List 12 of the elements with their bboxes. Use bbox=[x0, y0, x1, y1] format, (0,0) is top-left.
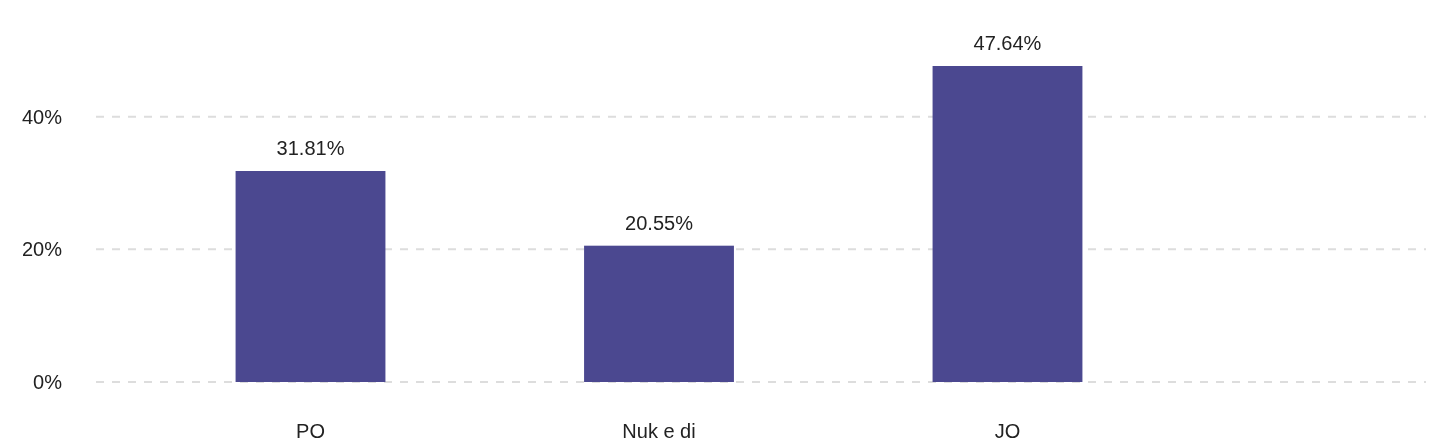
y-tick-label: 0% bbox=[33, 371, 63, 393]
bar bbox=[584, 245, 734, 382]
data-label: 20.55% bbox=[625, 211, 694, 234]
data-label: 31.81% bbox=[276, 137, 345, 159]
x-tick-label: Nuk e di bbox=[622, 420, 696, 442]
y-tick-label: 20% bbox=[21, 238, 63, 261]
bar bbox=[932, 66, 1083, 382]
x-tick-label: JO bbox=[994, 420, 1021, 442]
x-tick-label: PO bbox=[296, 420, 325, 442]
y-tick-label: 40% bbox=[21, 105, 63, 128]
bar bbox=[235, 171, 386, 382]
data-label: 47.64% bbox=[973, 32, 1042, 54]
